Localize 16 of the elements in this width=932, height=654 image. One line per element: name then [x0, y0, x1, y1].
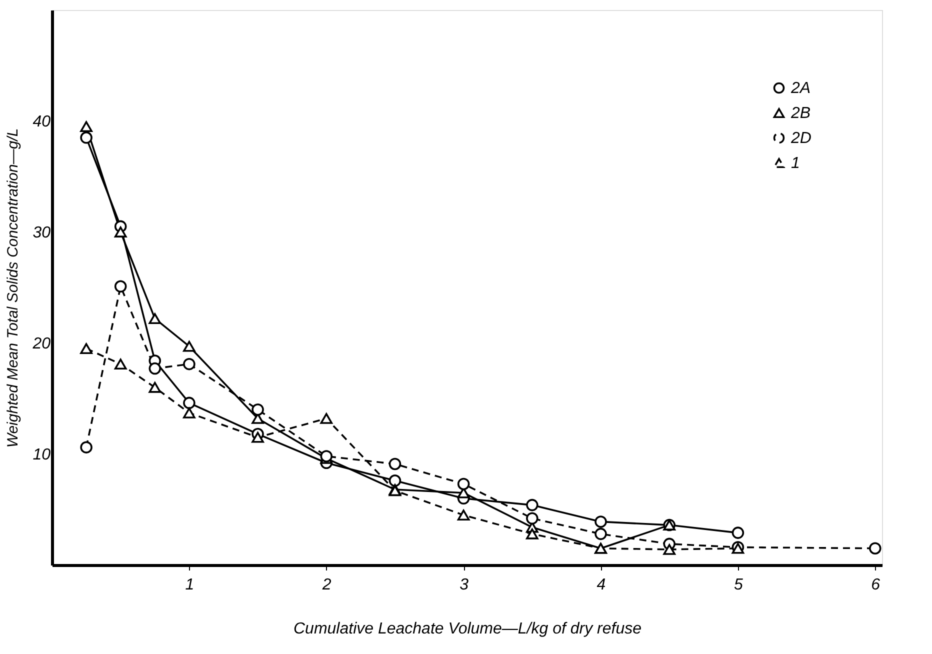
- y-axis-title: Weighted Mean Total Solids Concentration—g/L: [4, 128, 22, 448]
- y-tick-label: 20: [32, 336, 51, 352]
- x-tick-label: 5: [734, 576, 743, 594]
- x-tick-label: 2: [321, 576, 332, 594]
- y-tick-label: 40: [32, 114, 51, 130]
- x-tick-label: 6: [871, 576, 880, 594]
- x-tick-label: 4: [596, 576, 606, 594]
- legend-label: 2B: [790, 105, 811, 122]
- legend-label: 2A: [790, 80, 811, 97]
- x-tick-label: 3: [460, 576, 469, 594]
- y-tick-label: 10: [32, 446, 51, 464]
- legend-label: 1: [791, 155, 800, 172]
- legend-label: 2D: [790, 130, 812, 147]
- y-tick-label: 30: [32, 224, 51, 242]
- x-axis-title: Cumulative Leachate Volume—L/kg of dry refuse: [293, 620, 642, 638]
- x-tick-label: 1: [185, 576, 194, 594]
